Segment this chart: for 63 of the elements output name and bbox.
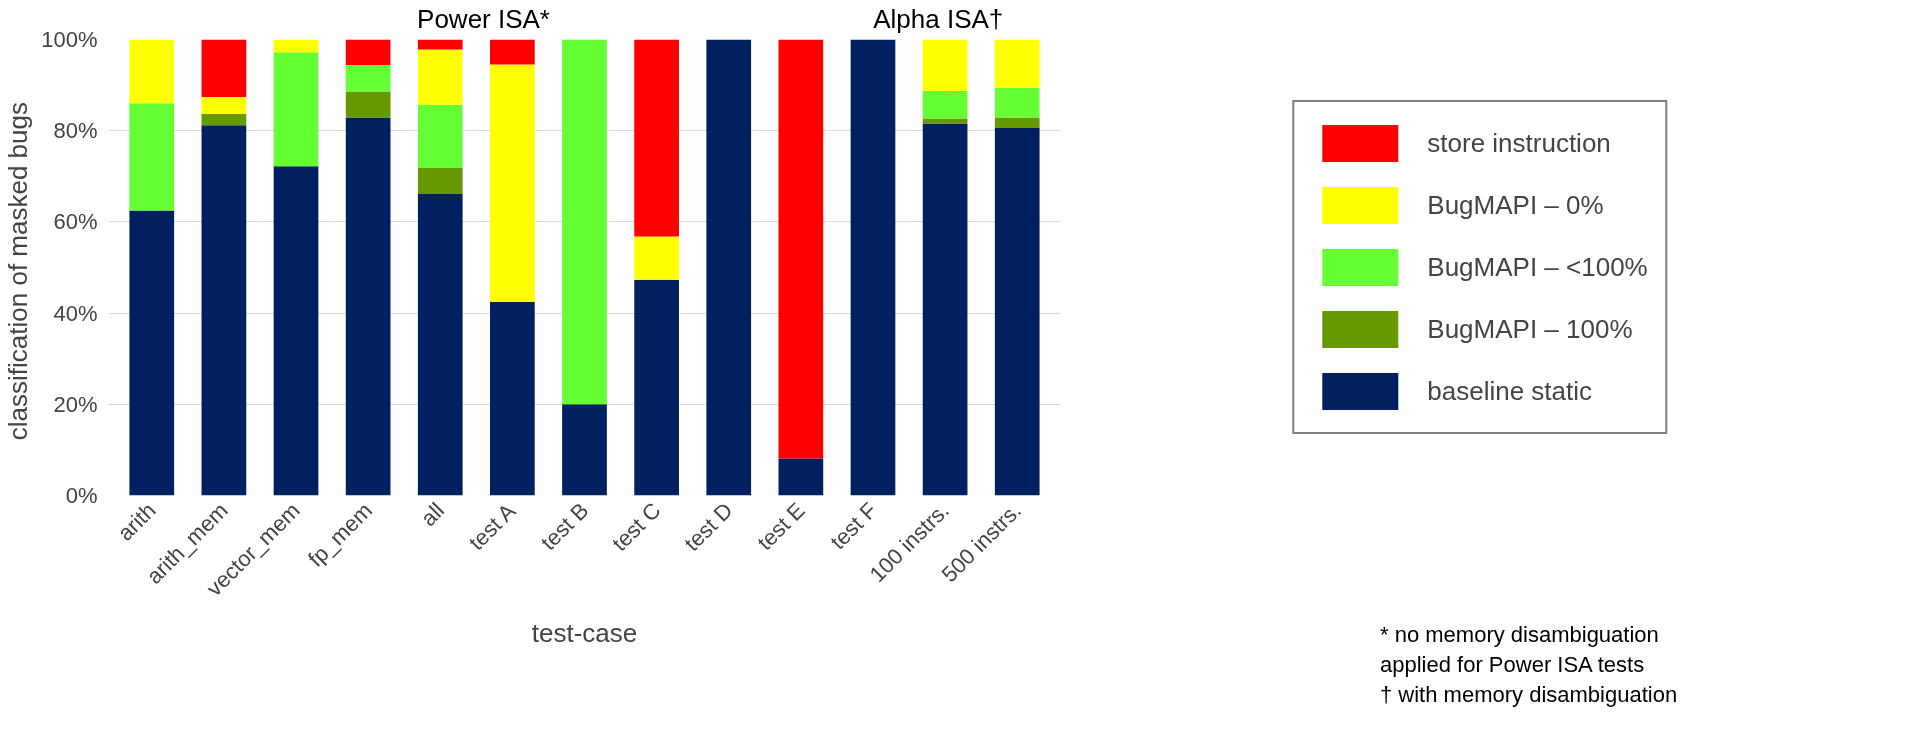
legend-label: BugMAPI – 0% (1427, 189, 1604, 221)
bar (994, 127, 1040, 496)
text: † with memory disambiguation (1380, 682, 1678, 707)
bar (273, 39, 319, 53)
bar (129, 210, 175, 496)
text: * no memory disambiguation applied for Power ISA tests (1380, 622, 1659, 677)
bar (490, 301, 535, 496)
legend-label: store instruction (1427, 127, 1611, 159)
x-axis-title: test-case (531, 617, 638, 648)
bar (129, 39, 175, 104)
bar (490, 39, 535, 65)
bar (634, 236, 679, 280)
bar (417, 168, 463, 195)
bar (201, 96, 247, 114)
x-tick-label: test D (679, 497, 738, 556)
y-tick-label: 60% (53, 209, 98, 235)
y-tick-label: 80% (53, 118, 98, 144)
bar (778, 458, 824, 496)
text: Power ISA* (417, 3, 551, 34)
bar (706, 39, 752, 496)
bar (490, 64, 535, 302)
bar (345, 91, 391, 118)
bar (273, 52, 319, 167)
x-tick-label: test F (825, 497, 882, 555)
bar (417, 194, 463, 496)
bar (417, 49, 463, 105)
x-tick-label: test B (535, 497, 594, 556)
bar (994, 39, 1040, 88)
bar (850, 39, 896, 496)
x-tick-label: test E (752, 497, 810, 556)
bar (922, 123, 968, 496)
bar (634, 279, 679, 496)
bar (345, 39, 391, 66)
bar (562, 404, 607, 496)
bar (994, 117, 1040, 128)
bar (273, 166, 319, 496)
bar (778, 39, 824, 459)
bar (562, 39, 607, 405)
x-tick-label: all (415, 497, 450, 531)
bar (994, 87, 1040, 118)
y-tick-label: 20% (53, 391, 98, 417)
legend-label: BugMAPI – <100% (1427, 251, 1648, 283)
legend-label: baseline static (1427, 375, 1593, 407)
y-tick-label: 40% (53, 300, 98, 326)
bar (922, 118, 968, 124)
y-tick-label: 100% (41, 27, 98, 52)
bar (345, 117, 391, 496)
bar (922, 39, 968, 92)
bar (129, 103, 175, 211)
text: Alpha ISA† (873, 3, 1004, 34)
y-tick-label: 0% (65, 483, 98, 508)
bar (634, 39, 679, 237)
bar (417, 39, 463, 50)
bar (922, 91, 968, 119)
bar (417, 104, 463, 169)
x-tick-label: test A (463, 498, 521, 556)
bar (201, 125, 247, 496)
bar (345, 65, 391, 92)
bar (201, 39, 247, 97)
x-tick-label: test C (607, 497, 666, 556)
bar (201, 113, 247, 126)
y-axis-title: classification of masked bugs (3, 102, 34, 441)
legend-label: BugMAPI – 100% (1427, 313, 1633, 345)
